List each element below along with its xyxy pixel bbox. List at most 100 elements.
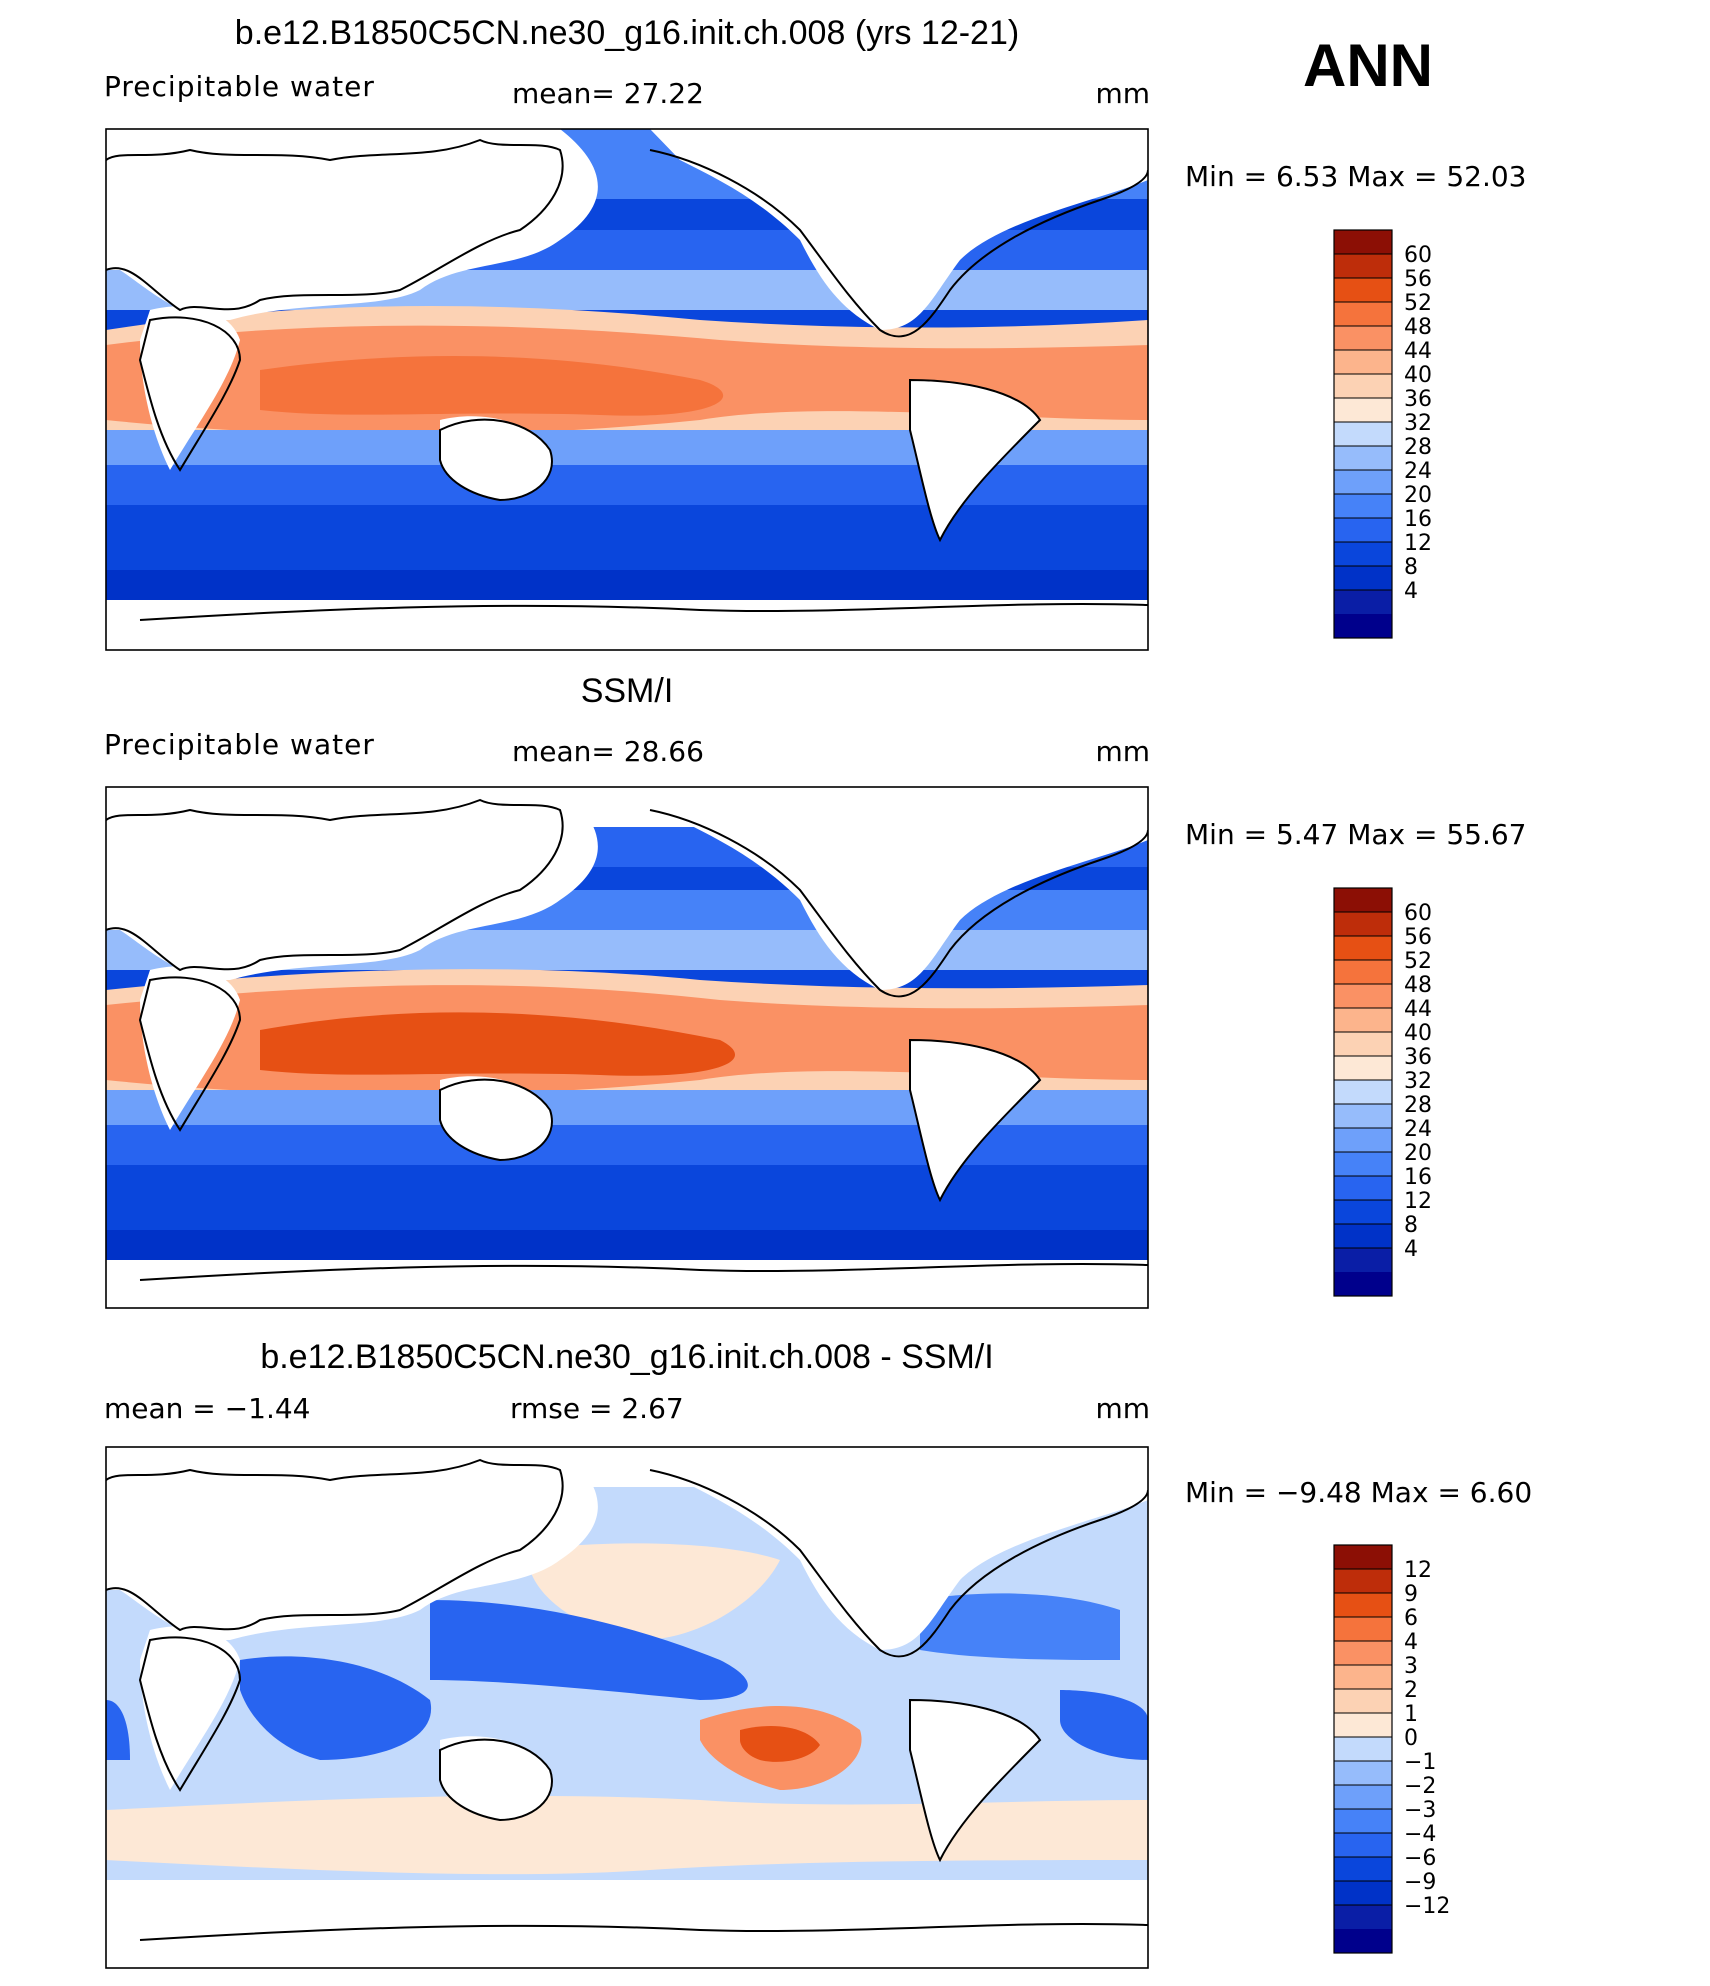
- minmax-label: Min = 6.53 Max = 52.03: [1185, 160, 1527, 193]
- colorbar-box: [1334, 542, 1392, 567]
- colorbar-box: [1334, 1008, 1392, 1033]
- colorbar-box: [1334, 888, 1392, 913]
- colorbar-tick-label: 0: [1404, 1726, 1418, 1751]
- colorbar-box: [1334, 1665, 1392, 1690]
- map-frame: [105, 786, 1149, 1309]
- variable-label: Precipitable water: [104, 728, 375, 761]
- colorbar-tick-label: 28: [1404, 1093, 1432, 1118]
- colorbar-box: [1334, 1857, 1392, 1882]
- rmse-label: rmse = 2.67: [510, 1392, 684, 1425]
- colorbar-box: [1334, 1152, 1392, 1177]
- units-label: mm: [1095, 1392, 1150, 1425]
- colorbar-tick-label: −6: [1404, 1846, 1436, 1871]
- colorbar-tick-label: 20: [1404, 483, 1432, 508]
- colorbar-box: [1334, 1128, 1392, 1153]
- colorbar-box: [1334, 590, 1392, 615]
- colorbar-box: [1334, 1080, 1392, 1105]
- colorbar-tick-label: 16: [1404, 1165, 1432, 1190]
- colorbar-box: [1334, 1761, 1392, 1786]
- colorbar-box: [1334, 1200, 1392, 1225]
- colorbar-box: [1334, 1617, 1392, 1642]
- colorbar-box: [1334, 984, 1392, 1009]
- colorbar-tick-label: 8: [1404, 1213, 1418, 1238]
- colorbar-box: [1334, 518, 1392, 543]
- colorbar-tick-label: −3: [1404, 1798, 1436, 1823]
- colorbar-tick-label: −1: [1404, 1750, 1436, 1775]
- map-field: [106, 129, 1148, 650]
- colorbar-box: [1334, 614, 1392, 639]
- colorbar-tick-label: 4: [1404, 1630, 1418, 1655]
- colorbar-box: [1334, 422, 1392, 447]
- colorbar-box: [1334, 350, 1392, 375]
- panel-difference: b.e12.B1850C5CN.ne30_g16.init.ch.008 - S…: [104, 1338, 1532, 1969]
- colorbar-tick-label: 6: [1404, 1606, 1418, 1631]
- colorbar-box: [1334, 278, 1392, 303]
- colorbar-tick-label: 36: [1404, 1045, 1432, 1070]
- colorbar-box: [1334, 1881, 1392, 1906]
- mean-label: mean = −1.44: [104, 1392, 310, 1425]
- colorbar-tick-label: 48: [1404, 973, 1432, 998]
- colorbar-tick-label: 1: [1404, 1702, 1418, 1727]
- colorbar-box: [1334, 1272, 1392, 1297]
- minmax-label: Min = 5.47 Max = 55.67: [1185, 818, 1527, 851]
- colorbar-box: [1334, 1056, 1392, 1081]
- panel-title: b.e12.B1850C5CN.ne30_g16.init.ch.008 (yr…: [235, 14, 1019, 52]
- mean-label: mean= 27.22: [512, 77, 704, 110]
- colorbar-box: [1334, 1785, 1392, 1810]
- colorbar-box: [1334, 494, 1392, 519]
- colorbar-box: [1334, 912, 1392, 937]
- colorbar-box: [1334, 398, 1392, 423]
- colorbar-box: [1334, 566, 1392, 591]
- colorbar-tick-label: 60: [1404, 901, 1432, 926]
- colorbar-tick-label: 36: [1404, 387, 1432, 412]
- colorbar-tick-label: 12: [1404, 1189, 1432, 1214]
- colorbar-tick-label: 24: [1404, 459, 1432, 484]
- colorbar-tick-label: 48: [1404, 315, 1432, 340]
- colorbar-frame: [1333, 1544, 1393, 1954]
- colorbar-tick-label: 32: [1404, 1069, 1432, 1094]
- colorbar-box: [1334, 1641, 1392, 1666]
- panel-observation: SSM/I Precipitable water mean= 28.66 mm: [104, 672, 1527, 1309]
- colorbar-box: [1334, 1737, 1392, 1762]
- colorbar-tick-label: 4: [1404, 579, 1418, 604]
- colorbar-box: [1334, 470, 1392, 495]
- colorbar-box: [1334, 1689, 1392, 1714]
- colorbar-tick-label: −2: [1404, 1774, 1436, 1799]
- minmax-label: Min = −9.48 Max = 6.60: [1185, 1476, 1532, 1509]
- colorbar-tick-label: −12: [1404, 1894, 1450, 1919]
- colorbar-frame: [1333, 229, 1393, 639]
- colorbar-tick-label: 44: [1404, 339, 1432, 364]
- panel-model: b.e12.B1850C5CN.ne30_g16.init.ch.008 (yr…: [104, 14, 1527, 651]
- panel-title: SSM/I: [581, 672, 674, 710]
- colorbar-box: [1334, 1593, 1392, 1618]
- colorbar-box: [1334, 1569, 1392, 1594]
- colorbar-tick-label: 60: [1404, 243, 1432, 268]
- panel-title: b.e12.B1850C5CN.ne30_g16.init.ch.008 - S…: [260, 1338, 993, 1376]
- colorbar-box: [1334, 960, 1392, 985]
- colorbar-box: [1334, 936, 1392, 961]
- colorbar-box: [1334, 230, 1392, 255]
- colorbar-box: [1334, 1104, 1392, 1129]
- colorbar-box: [1334, 1713, 1392, 1738]
- colorbar-tick-label: 44: [1404, 997, 1432, 1022]
- colorbar-box: [1334, 374, 1392, 399]
- map-field: [106, 787, 1148, 1308]
- colorbar-box: [1334, 302, 1392, 327]
- map-field: [106, 1447, 1148, 1968]
- colorbar-box: [1334, 1176, 1392, 1201]
- colorbar-tick-label: 56: [1404, 267, 1432, 292]
- units-label: mm: [1095, 77, 1150, 110]
- map-frame: [105, 1446, 1149, 1969]
- colorbar-tick-label: −4: [1404, 1822, 1436, 1847]
- colorbar-box: [1334, 254, 1392, 279]
- colorbar-frame: [1333, 887, 1393, 1297]
- colorbar-box: [1334, 1545, 1392, 1570]
- colorbar-tick-label: 3: [1404, 1654, 1418, 1679]
- colorbar-tick-label: 28: [1404, 435, 1432, 460]
- season-label: ANN: [1303, 32, 1433, 99]
- map-frame: [105, 128, 1149, 651]
- colorbar-tick-label: 20: [1404, 1141, 1432, 1166]
